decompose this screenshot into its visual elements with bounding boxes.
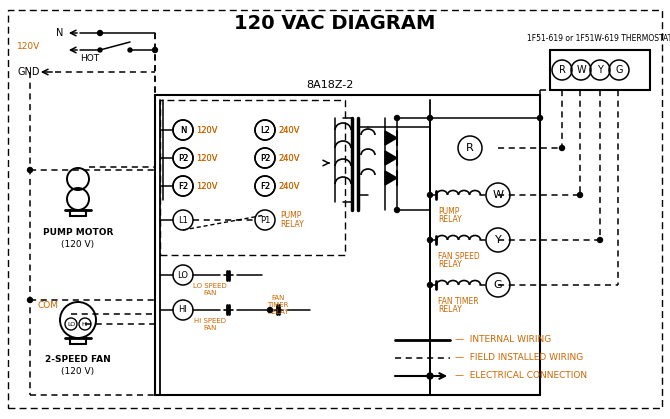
Text: —  ELECTRICAL CONNECTION: — ELECTRICAL CONNECTION	[455, 372, 587, 380]
Text: 120 VAC DIAGRAM: 120 VAC DIAGRAM	[234, 14, 436, 33]
Text: P1: P1	[260, 215, 270, 225]
Text: 240V: 240V	[278, 153, 299, 163]
Text: N: N	[180, 126, 186, 134]
Text: 120V: 120V	[196, 181, 218, 191]
Circle shape	[427, 116, 433, 121]
Text: P2: P2	[260, 153, 270, 163]
Circle shape	[537, 116, 543, 121]
Circle shape	[427, 192, 433, 197]
Text: 2-SPEED FAN: 2-SPEED FAN	[45, 355, 111, 364]
Text: RELAY: RELAY	[438, 215, 462, 224]
Text: 1F51-619 or 1F51W-619 THERMOSTAT: 1F51-619 or 1F51W-619 THERMOSTAT	[527, 34, 670, 43]
Text: PUMP: PUMP	[280, 210, 302, 220]
Text: L2: L2	[260, 126, 270, 134]
Text: FAN: FAN	[203, 290, 216, 296]
Text: 120V: 120V	[17, 41, 40, 51]
Text: P2: P2	[178, 153, 188, 163]
Text: W: W	[492, 190, 503, 200]
Circle shape	[427, 282, 433, 287]
Text: G: G	[615, 65, 622, 75]
Text: 240V: 240V	[278, 126, 299, 134]
Text: LO SPEED: LO SPEED	[193, 283, 227, 289]
Text: 240V: 240V	[278, 181, 299, 191]
Text: F2: F2	[260, 181, 270, 191]
Text: 8A18Z-2: 8A18Z-2	[306, 80, 354, 90]
Text: L2: L2	[260, 126, 270, 134]
Text: 120V: 120V	[196, 153, 218, 163]
Text: P2: P2	[260, 153, 270, 163]
Bar	[155, 95, 540, 395]
Circle shape	[98, 31, 103, 36]
Text: N: N	[56, 28, 64, 38]
Circle shape	[427, 238, 433, 243]
Text: TIMER: TIMER	[267, 302, 289, 308]
Circle shape	[27, 297, 33, 303]
Text: Y: Y	[494, 235, 501, 245]
Bar	[550, 50, 650, 90]
Circle shape	[598, 238, 602, 243]
Text: LO: LO	[178, 271, 188, 279]
Text: HI: HI	[179, 305, 188, 315]
Text: F2: F2	[178, 181, 188, 191]
Circle shape	[267, 308, 273, 313]
Text: 240V: 240V	[278, 153, 299, 163]
Text: LO: LO	[67, 321, 75, 326]
Text: Y: Y	[597, 65, 603, 75]
Circle shape	[128, 48, 132, 52]
Circle shape	[395, 207, 399, 212]
Circle shape	[98, 48, 102, 52]
Text: 240V: 240V	[278, 181, 299, 191]
Text: PUMP MOTOR: PUMP MOTOR	[43, 228, 113, 237]
Text: 120V: 120V	[196, 126, 218, 134]
Text: FAN: FAN	[271, 295, 285, 301]
Text: 120V: 120V	[196, 181, 218, 191]
Text: (120 V): (120 V)	[62, 240, 94, 249]
Text: F2: F2	[260, 181, 270, 191]
Text: 240V: 240V	[278, 126, 299, 134]
Text: HI SPEED: HI SPEED	[194, 318, 226, 324]
Text: 120V: 120V	[196, 126, 218, 134]
Text: HI: HI	[82, 321, 88, 326]
Text: —  INTERNAL WIRING: — INTERNAL WIRING	[455, 336, 551, 344]
Text: 120V: 120V	[196, 153, 218, 163]
Text: R: R	[559, 65, 565, 75]
Circle shape	[578, 192, 582, 197]
Text: L1: L1	[178, 215, 188, 225]
Text: FAN: FAN	[203, 325, 216, 331]
Circle shape	[153, 47, 157, 52]
Circle shape	[27, 168, 33, 173]
Text: FAN SPEED: FAN SPEED	[438, 252, 480, 261]
Text: N: N	[180, 126, 186, 134]
Circle shape	[559, 145, 565, 150]
Text: GND: GND	[17, 67, 40, 77]
Text: W: W	[576, 65, 586, 75]
Circle shape	[427, 373, 433, 379]
Text: —  FIELD INSTALLED WIRING: — FIELD INSTALLED WIRING	[455, 354, 584, 362]
Polygon shape	[385, 131, 397, 145]
Text: F2: F2	[178, 181, 188, 191]
Bar	[160, 100, 345, 255]
Text: RELAY: RELAY	[280, 220, 304, 228]
Text: PUMP: PUMP	[438, 207, 460, 216]
Text: R: R	[466, 143, 474, 153]
Text: (120 V): (120 V)	[62, 367, 94, 376]
Text: RELAY: RELAY	[438, 305, 462, 314]
Text: RELAY: RELAY	[267, 309, 289, 315]
Polygon shape	[385, 171, 397, 185]
Polygon shape	[385, 151, 397, 165]
Text: HOT: HOT	[80, 54, 99, 62]
Circle shape	[395, 116, 399, 121]
Text: P2: P2	[178, 153, 188, 163]
Text: G: G	[494, 280, 502, 290]
Text: RELAY: RELAY	[438, 260, 462, 269]
Text: COM: COM	[37, 300, 58, 310]
Text: FAN TIMER: FAN TIMER	[438, 297, 478, 306]
